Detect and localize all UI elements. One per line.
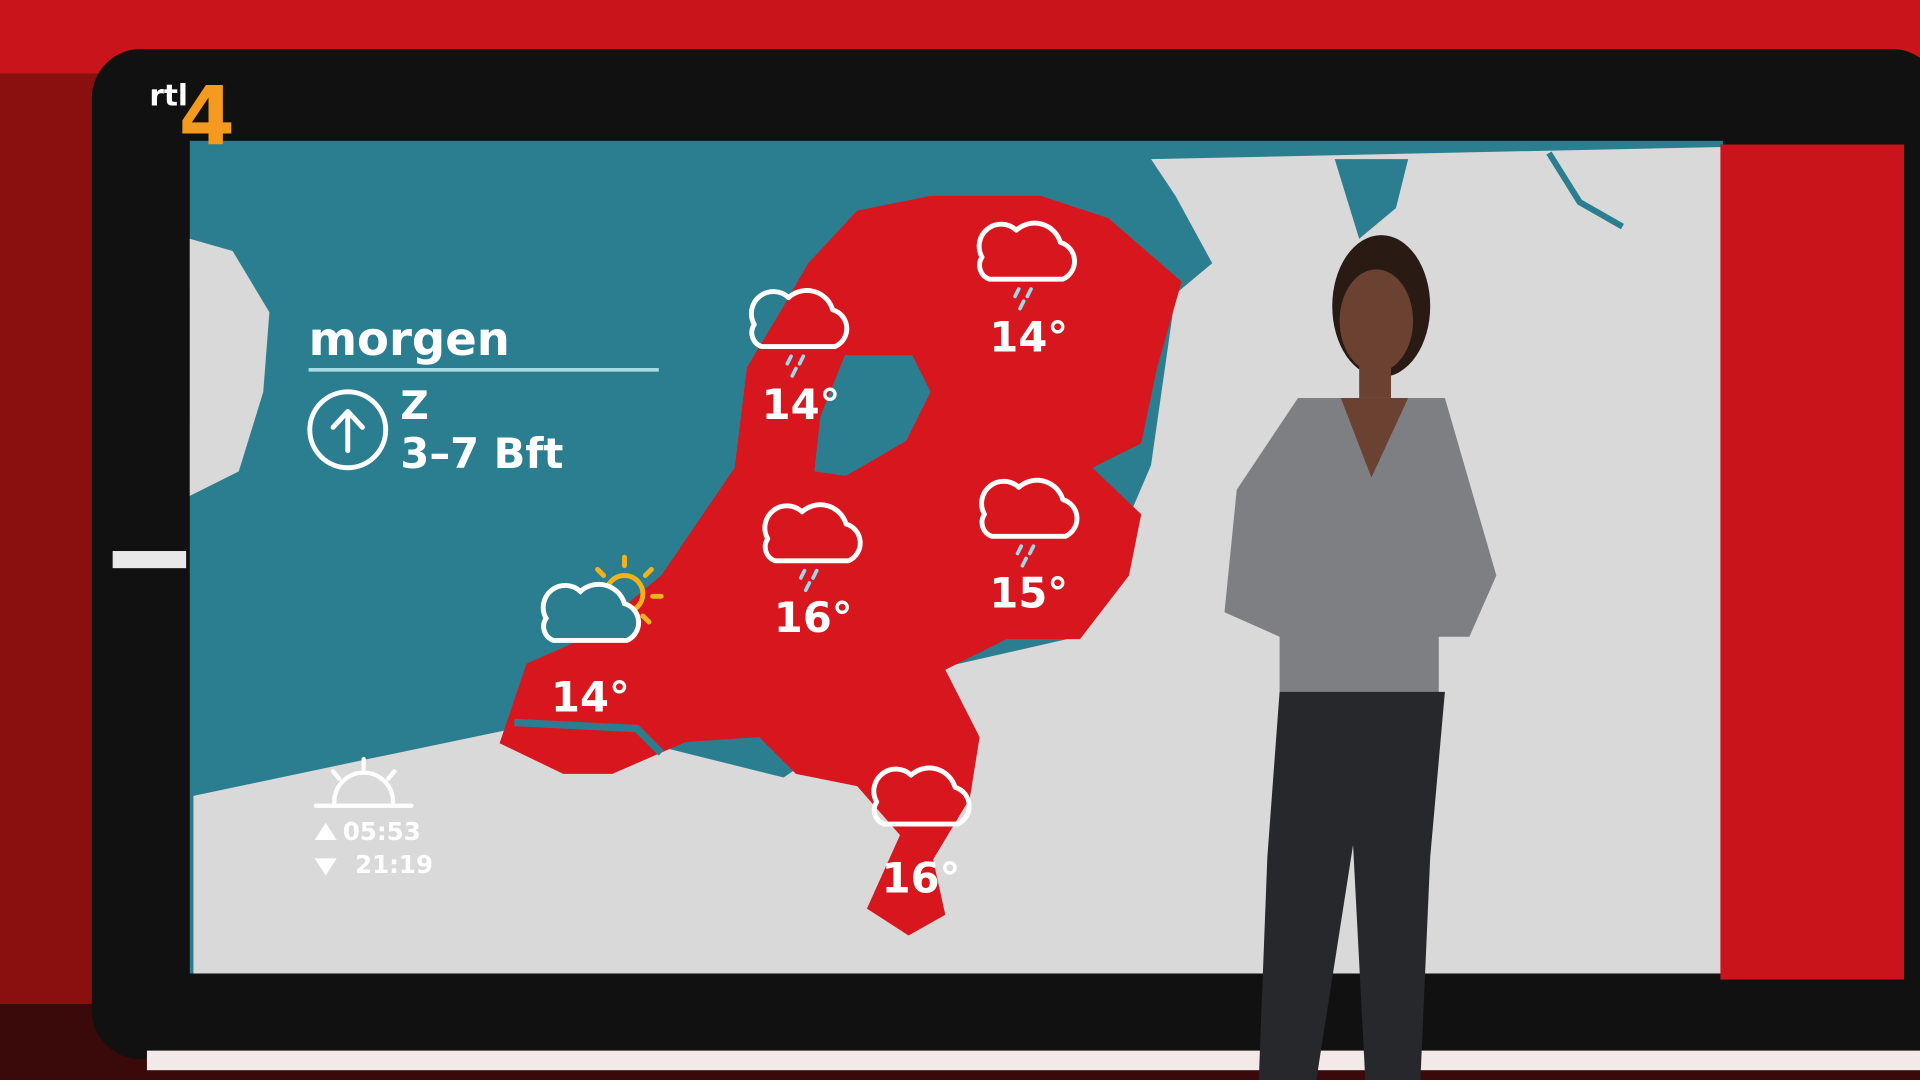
ijsselmeer [814, 355, 931, 478]
region-limburg: 16° [874, 768, 969, 903]
wind-strength: 3–7 Bft [400, 429, 563, 478]
frame-light [112, 551, 187, 569]
region-temp: 14° [551, 672, 630, 721]
sunset-arrow-icon [314, 858, 337, 876]
region-center: 16° [765, 505, 860, 642]
sunrise-arrow-icon [314, 822, 337, 840]
partly-cloudy-icon [540, 554, 664, 643]
region-temp: 16° [882, 854, 961, 903]
land-england [189, 238, 270, 496]
estuary [1334, 159, 1409, 239]
presenter [1224, 235, 1497, 1080]
netherlands-map [499, 195, 1182, 936]
studio-red-panel [1720, 144, 1905, 980]
forecast-title: morgen [309, 312, 510, 366]
wind-arrow-icon [307, 389, 389, 471]
flevoland [832, 440, 949, 515]
region-temp: 14° [762, 380, 841, 429]
region-temp: 14° [989, 312, 1068, 361]
western-scheldt [514, 718, 664, 756]
svg-text:rtl: rtl [149, 78, 188, 112]
region-south-west: 14° [540, 554, 664, 721]
region-north-holland: 14° [751, 290, 846, 429]
region-temp: 16° [774, 593, 853, 642]
region-north-east: 14° [979, 223, 1074, 361]
sunset-time: 21:19 [355, 850, 433, 879]
sunrise-time: 05:53 [343, 817, 421, 846]
svg-text:4: 4 [179, 70, 235, 164]
sunrise-icon [313, 757, 414, 808]
river [1546, 151, 1624, 230]
channel-logo: rtl 4 [149, 70, 235, 164]
region-east: 15° [982, 480, 1077, 617]
floor-light [146, 1050, 1920, 1071]
wind-direction: Z [400, 384, 428, 429]
region-temp: 15° [989, 568, 1068, 617]
